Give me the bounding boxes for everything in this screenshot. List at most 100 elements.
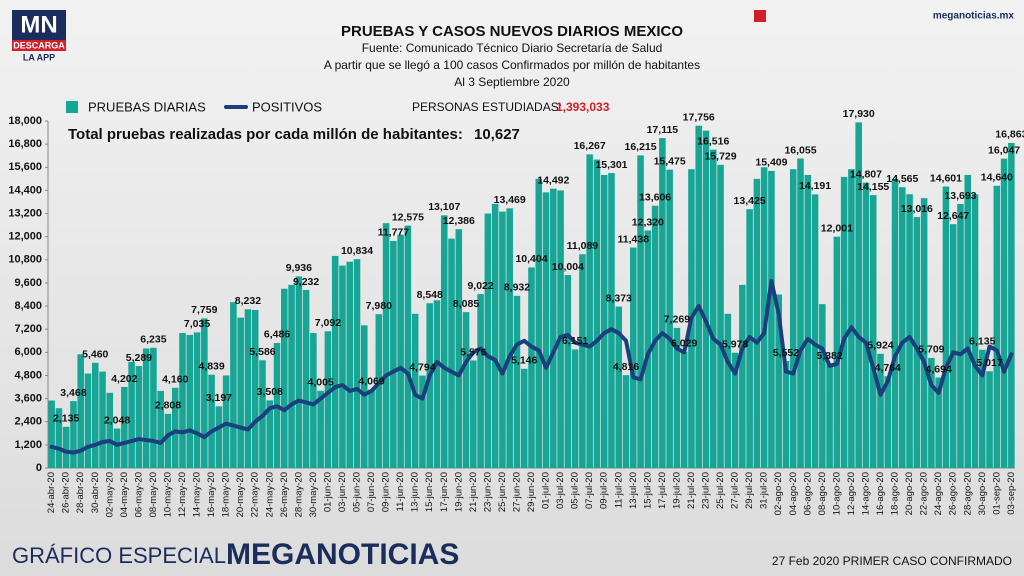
- bar: [542, 192, 550, 469]
- bar: [339, 265, 346, 468]
- y-tick-label: 7,200: [14, 323, 42, 335]
- bar: [630, 247, 637, 468]
- bar: [739, 284, 746, 468]
- annotation: Total pruebas realizadas por cada millón…: [68, 126, 463, 143]
- data-label: 13,606: [639, 191, 671, 203]
- bar: [244, 309, 252, 468]
- line: [49, 279, 1014, 455]
- x-tick-label: 17-jun-20: [439, 472, 450, 512]
- bar: [448, 238, 455, 468]
- data-label: 2,135: [53, 413, 79, 425]
- bar: [564, 275, 572, 468]
- x-tick-label: 09-jul-20: [599, 472, 610, 509]
- bar: [600, 174, 608, 468]
- y-tick-label: 1,200: [14, 439, 42, 451]
- data-label: 11,777: [378, 227, 410, 239]
- x-tick-label: 01-sep-20: [991, 472, 1002, 515]
- data-label: 6,235: [140, 334, 166, 346]
- data-label: 16,267: [574, 140, 606, 152]
- bar: [731, 352, 739, 468]
- bar: [84, 373, 92, 468]
- bar: [55, 408, 63, 468]
- x-tick-label: 28-ago-20: [962, 472, 973, 515]
- x-tick-label: 15-jul-20: [642, 472, 653, 509]
- bar: [215, 406, 223, 468]
- x-tick-label: 30-abr-20: [90, 472, 101, 513]
- bar: [433, 300, 441, 468]
- bar: [862, 182, 870, 468]
- data-label: 4,839: [198, 360, 224, 372]
- bar: [499, 211, 506, 468]
- data-label: 16,047: [988, 144, 1020, 156]
- y-tick-label: 15,600: [8, 161, 42, 173]
- bar: [826, 364, 833, 468]
- data-label: 17,930: [843, 108, 875, 120]
- data-label: 8,932: [504, 282, 530, 294]
- bar: [724, 313, 732, 468]
- legend-label: POSITIVOS: [252, 99, 322, 114]
- bar: [281, 288, 288, 468]
- bar: [62, 426, 70, 468]
- x-tick-label: 13-jun-20: [410, 472, 421, 512]
- bar: [346, 261, 354, 468]
- bar: [717, 164, 724, 468]
- bar: [986, 371, 993, 468]
- y-tick-label: 8,400: [14, 300, 42, 312]
- x-tick-label: 07-jul-20: [584, 472, 595, 509]
- data-label: 4,160: [162, 374, 188, 386]
- x-tick-label: 31-jul-20: [759, 472, 770, 509]
- logo-sub: LA APP: [23, 52, 55, 62]
- bar: [208, 374, 215, 468]
- data-label: 9,232: [293, 276, 319, 288]
- data-label: 10,004: [552, 261, 584, 273]
- icon: [754, 10, 766, 22]
- bar: [171, 387, 179, 468]
- data-label: 6,486: [264, 329, 290, 341]
- x-tick-label: 21-jul-20: [686, 472, 697, 509]
- bar: [353, 259, 361, 468]
- subtitle: Al 3 Septiembre 2020: [454, 75, 570, 89]
- data-label: 15,301: [595, 159, 627, 171]
- data-label: 13,016: [901, 203, 933, 215]
- bar: [550, 188, 557, 468]
- bar: [390, 240, 397, 468]
- data-label: 7,035: [184, 318, 210, 330]
- bar: [579, 254, 586, 468]
- bar: [157, 390, 164, 468]
- bar: [491, 203, 499, 468]
- x-tick-label: 27-jul-20: [730, 472, 741, 509]
- x-tick-label: 28-abr-20: [75, 472, 86, 513]
- bar: [637, 155, 644, 468]
- bar: [462, 312, 470, 468]
- x-tick-label: 11-jul-20: [613, 472, 624, 508]
- y-tick-label: 2,400: [14, 416, 42, 428]
- data-label: 14,601: [930, 172, 962, 184]
- x-tick-label: 30-may-20: [308, 472, 319, 517]
- x-tick-label: 18-ago-20: [890, 472, 901, 515]
- x-tick-label: 27-jun-20: [511, 472, 522, 512]
- data-label: 16,215: [624, 141, 656, 153]
- data-label: 4,794: [409, 361, 435, 373]
- data-label: 4,069: [358, 375, 384, 387]
- data-label: 10,404: [515, 253, 547, 265]
- x-tick-label: 26-ago-20: [948, 472, 959, 515]
- data-label: 3,468: [60, 387, 86, 399]
- bar: [571, 349, 579, 468]
- bar: [673, 327, 681, 468]
- x-tick-label: 17-jul-20: [657, 472, 668, 509]
- bar: [753, 178, 761, 469]
- bar: [869, 195, 877, 469]
- data-label: 3,197: [206, 392, 232, 404]
- bar: [513, 295, 521, 468]
- bar: [899, 187, 906, 468]
- data-label: 5,709: [918, 344, 944, 356]
- data-label: 5,576: [460, 346, 486, 358]
- data-label: 7,092: [315, 317, 341, 329]
- x-tick-label: 01-jun-20: [322, 472, 333, 512]
- bar: [288, 284, 295, 468]
- x-tick-label: 23-jun-20: [482, 472, 493, 512]
- x-tick-label: 05-jul-20: [570, 472, 581, 509]
- data-label: 5,552: [773, 347, 799, 359]
- subtitle: A partir que se llegó a 100 casos Confir…: [324, 58, 700, 72]
- site: meganoticias.mx: [933, 11, 1015, 22]
